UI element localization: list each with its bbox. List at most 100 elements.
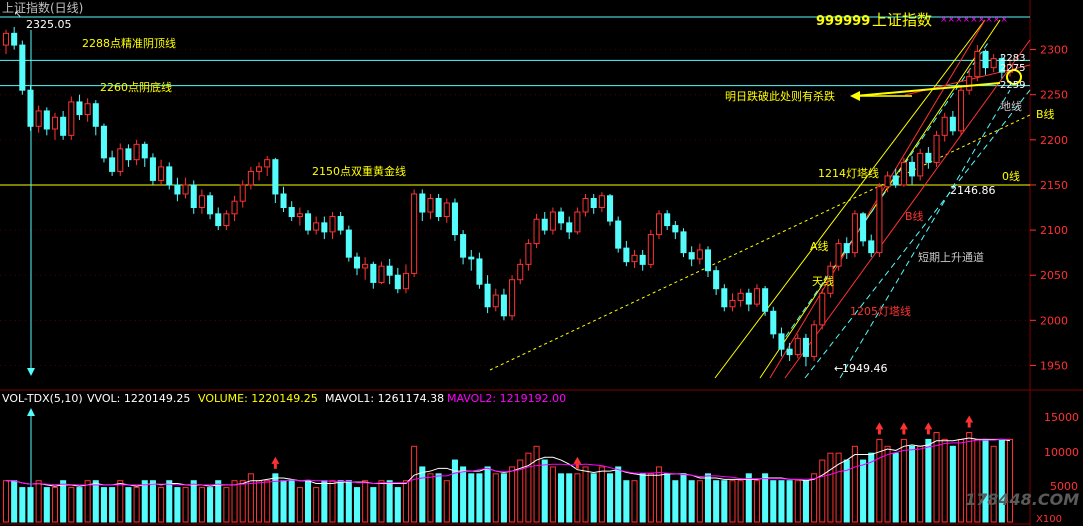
candle-down (623, 247, 630, 263)
volume-bar-down (419, 466, 426, 523)
price-axis: 2300 2250 2200 2150 2100 2050 2000 1950 (1030, 44, 1068, 372)
volume-bar-up (1006, 438, 1014, 523)
candle-up (68, 101, 75, 136)
volume-bar-up (223, 487, 230, 523)
price-label-2259: 2259 (1000, 80, 1025, 91)
candle-down (607, 195, 614, 222)
candle-down (721, 288, 728, 308)
annotation-low: 2146.86 (950, 184, 996, 197)
volume-bar-up (117, 480, 124, 523)
volume-bar-down (345, 480, 352, 523)
volume-bar-up (313, 487, 320, 523)
volume-bar-down (19, 487, 26, 523)
candle-up (549, 211, 556, 231)
volume-bar-up (794, 480, 801, 523)
mavol1-label: MAVOL1: 1261174.38 (325, 392, 444, 405)
volume-bar-up (990, 445, 997, 523)
volume-bar-down (288, 480, 295, 523)
volume-bar-down (76, 487, 83, 523)
volume-bar-down (370, 487, 377, 523)
candle-down (141, 143, 148, 159)
annotation-sky-line: 天线 (812, 274, 834, 288)
volume-bar-down (713, 480, 720, 523)
candle-up (647, 234, 654, 265)
candle-up (794, 337, 801, 356)
candle-down (868, 240, 875, 254)
volume-bar-up (231, 480, 238, 523)
volume-bar-down (468, 473, 475, 523)
candle-down (451, 202, 458, 236)
candle-down (558, 211, 565, 224)
volume-header: VOL-TDX(5,10) VVOL: 1220149.25 VOLUME: 1… (2, 392, 566, 405)
price-tick-label: 2150 (1040, 179, 1068, 192)
stars-marker: ××××××××× (940, 15, 1008, 25)
volume-signal-arrows (271, 415, 974, 469)
candle-up (917, 152, 924, 177)
candle-up (974, 50, 981, 78)
volume-bar-up (827, 452, 834, 523)
candle-up (329, 216, 336, 233)
trendline-channel-upper (779, 39, 991, 346)
candle-down (166, 166, 173, 186)
volume-bar-down (778, 480, 785, 523)
volume-bar-down (394, 487, 401, 523)
volume-bar-up (443, 480, 450, 523)
annotation-zero-line: 0线 (1002, 169, 1020, 183)
volume-bar-up (957, 438, 965, 523)
volume-bar-up (182, 487, 189, 523)
volume-bar-up (884, 445, 891, 523)
candle-down (174, 184, 181, 195)
volume-bar-down (304, 480, 312, 523)
volume-bar-down (43, 487, 50, 523)
candle-down (92, 103, 99, 127)
volume-bar-up (239, 480, 246, 523)
price-label-2283: 2283 (1000, 53, 1025, 64)
candle-down (713, 270, 720, 290)
candle-up (402, 272, 409, 290)
candle-up (966, 76, 973, 91)
candle-down (304, 213, 312, 231)
volume-bar-up (2, 480, 10, 523)
volume-signal-arrow (924, 422, 933, 430)
candle-up (239, 184, 246, 202)
volume-bar-up (133, 487, 140, 523)
volume-signal-arrow-stem (967, 422, 971, 428)
candle-down (190, 184, 197, 209)
candle-down (43, 110, 50, 130)
volume-bar-down (100, 487, 107, 523)
candle-up (198, 195, 205, 209)
volume-bar-up (835, 452, 842, 523)
bottom-arrow: ← (834, 362, 843, 375)
mavol2-label: MAVOL2: 1219192.00 (447, 392, 566, 405)
vvol-label: VVOL: 1220149.25 (87, 392, 190, 405)
volume-bar-up (549, 466, 556, 523)
candle-up (231, 200, 238, 215)
window-title: 上证指数(日线) (2, 0, 83, 15)
volume-bar-up (509, 466, 516, 523)
candle-up (835, 243, 842, 267)
candle-up (256, 166, 263, 172)
volume-bar-down (639, 473, 646, 523)
candle-up (811, 324, 818, 357)
volume-bar-down (762, 473, 769, 523)
volume-signal-arrow (875, 422, 884, 430)
candle-down (770, 310, 777, 335)
candle-up (696, 249, 703, 260)
candle-down (345, 229, 352, 258)
candle-up (729, 299, 736, 308)
volume-bar-down (353, 487, 361, 523)
volume-bar-down (566, 473, 573, 523)
candle-down (680, 231, 687, 254)
candle-down (566, 222, 573, 233)
volume-bar-up (811, 473, 818, 523)
candle-up (851, 213, 858, 254)
mavol2-line (6, 438, 1010, 486)
volume-bar-down (27, 487, 34, 523)
candle-up (158, 166, 165, 181)
candle-up (900, 161, 907, 186)
volume-bar-down (925, 438, 932, 523)
volume-bar-up (517, 459, 524, 523)
candle-down (704, 249, 712, 272)
